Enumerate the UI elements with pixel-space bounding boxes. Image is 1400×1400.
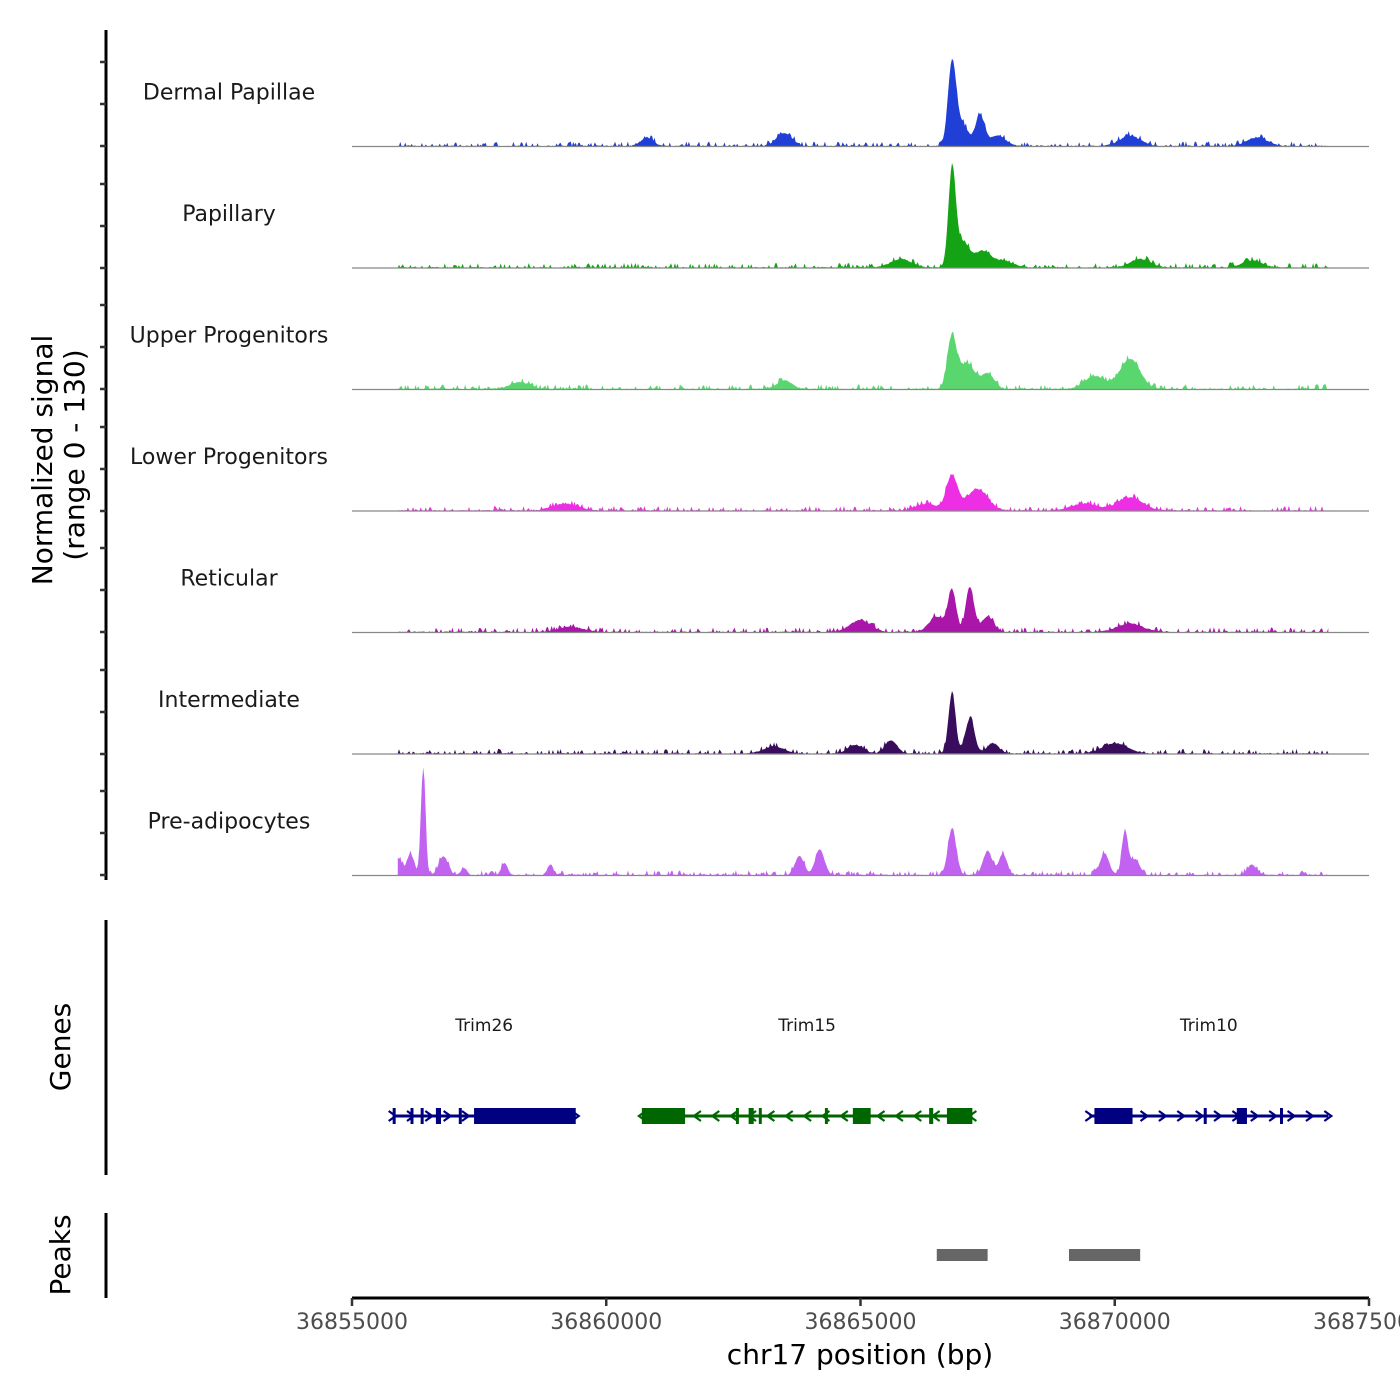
- track-intermediate: Intermediate: [158, 688, 1369, 755]
- track-reticular: Reticular: [180, 567, 1369, 634]
- gene-exon: [410, 1108, 414, 1124]
- strand-arrow: [461, 1110, 471, 1122]
- strand-arrow: [894, 1110, 904, 1122]
- track-label: Intermediate: [158, 688, 300, 713]
- signal-tracks: Dermal Papillae Papillary Upper Progenitor…: [130, 58, 1369, 877]
- signal-area-reticular: [397, 586, 1329, 633]
- gene-label: Trim15: [777, 1016, 836, 1036]
- signal-panel: Normalized signal (range 0 - 130) Dermal…: [26, 30, 1369, 880]
- strand-arrow: [1286, 1110, 1297, 1122]
- gene-trim26: Trim26: [388, 1016, 581, 1124]
- gene-exon: [748, 1108, 754, 1124]
- track-label: Papillary: [182, 202, 276, 227]
- strand-arrow: [1176, 1110, 1187, 1122]
- gene-exon: [946, 1108, 973, 1124]
- y-axis-title-line2: (range 0 - 130): [58, 349, 91, 560]
- gene-exon: [1094, 1108, 1133, 1124]
- strand-arrow: [710, 1110, 720, 1122]
- strand-arrow: [765, 1110, 776, 1122]
- x-tick-label: 36870000: [1059, 1310, 1171, 1335]
- gene-exon: [1203, 1108, 1207, 1124]
- track-label: Reticular: [180, 567, 278, 592]
- signal-area-lower-progenitors: [397, 473, 1329, 511]
- strand-arrow: [838, 1110, 849, 1122]
- strand-arrow: [692, 1110, 702, 1122]
- gene-exon: [929, 1108, 934, 1124]
- track-label: Upper Progenitors: [130, 324, 329, 349]
- gene-exon: [458, 1108, 462, 1124]
- x-axis-title: chr17 position (bp): [727, 1338, 993, 1371]
- track-lower-progenitors: Lower Progenitors: [130, 445, 1369, 512]
- gene-exon: [824, 1108, 828, 1124]
- y-axis-title-line1: Normalized signal: [26, 335, 59, 586]
- gene-label: Trim10: [1179, 1016, 1238, 1036]
- gene-trim15: Trim15: [636, 1016, 978, 1124]
- strand-arrow: [875, 1110, 886, 1122]
- strand-arrow: [1213, 1110, 1223, 1122]
- track-label: Dermal Papillae: [143, 81, 315, 106]
- track-pre-adipocytes: Pre-adipocytes: [148, 767, 1369, 877]
- strand-arrow: [1268, 1110, 1279, 1122]
- strand-arrow: [1194, 1110, 1205, 1122]
- signal-y-ticks: [100, 60, 106, 877]
- strand-arrow: [1158, 1110, 1168, 1122]
- gene-exon: [641, 1108, 686, 1124]
- gene-exon: [420, 1108, 424, 1124]
- signal-area-papillary: [397, 162, 1329, 268]
- x-axis: 36855000 36860000 36865000 36870000 36875000…: [296, 1296, 1400, 1371]
- strand-arrow: [802, 1110, 812, 1122]
- signal-area-intermediate: [397, 691, 1329, 754]
- gene-exon: [735, 1108, 739, 1124]
- signal-area-pre-adipocytes: [397, 767, 1329, 876]
- strand-arrow: [406, 1110, 416, 1122]
- genes-track-label: Genes: [44, 1003, 77, 1091]
- x-ticks: 36855000 36860000 36865000 36870000 36875000: [296, 1298, 1400, 1335]
- gene-exon: [758, 1108, 762, 1124]
- peak-region: [1068, 1249, 1141, 1261]
- track-label: Lower Progenitors: [130, 445, 328, 470]
- signal-area-dermal-papillae: [397, 58, 1329, 147]
- gene-models: Trim26 Trim15 Trim10: [388, 1016, 1334, 1124]
- gene-exon: [474, 1108, 576, 1124]
- strand-arrow: [1323, 1110, 1334, 1122]
- strand-arrow: [728, 1110, 739, 1122]
- peak-regions: [936, 1249, 1141, 1261]
- track-label: Pre-adipocytes: [148, 810, 311, 835]
- x-tick-label: 36855000: [296, 1310, 408, 1335]
- gene-exon: [435, 1108, 441, 1124]
- strand-arrow: [424, 1110, 435, 1122]
- gene-exon: [1280, 1108, 1284, 1124]
- peaks-track-label: Peaks: [44, 1214, 77, 1295]
- track-papillary: Papillary: [182, 162, 1369, 269]
- genes-panel: Genes Trim26 Trim15 Trim10: [44, 920, 1334, 1175]
- strand-arrow: [1139, 1110, 1150, 1122]
- strand-arrow: [1250, 1110, 1260, 1122]
- peaks-panel: Peaks: [44, 1213, 1141, 1298]
- strand-arrow: [912, 1110, 922, 1122]
- strand-arrow: [1084, 1110, 1095, 1122]
- x-tick-label: 36860000: [550, 1310, 662, 1335]
- x-tick-label: 36875000: [1313, 1310, 1400, 1335]
- strand-arrow: [442, 1110, 453, 1122]
- peak-region: [936, 1249, 988, 1261]
- strand-arrow: [1305, 1110, 1315, 1122]
- track-dermal-papillae: Dermal Papillae: [143, 58, 1369, 148]
- gene-trim10: Trim10: [1084, 1016, 1334, 1124]
- gene-exon: [852, 1108, 871, 1124]
- gene-label: Trim26: [454, 1016, 513, 1036]
- gene-exon: [1236, 1108, 1247, 1124]
- gene-exon: [392, 1108, 396, 1124]
- track-upper-progenitors: Upper Progenitors: [130, 324, 1369, 391]
- strand-arrow: [783, 1110, 794, 1122]
- x-tick-label: 36865000: [805, 1310, 917, 1335]
- signal-area-upper-progenitors: [397, 332, 1329, 390]
